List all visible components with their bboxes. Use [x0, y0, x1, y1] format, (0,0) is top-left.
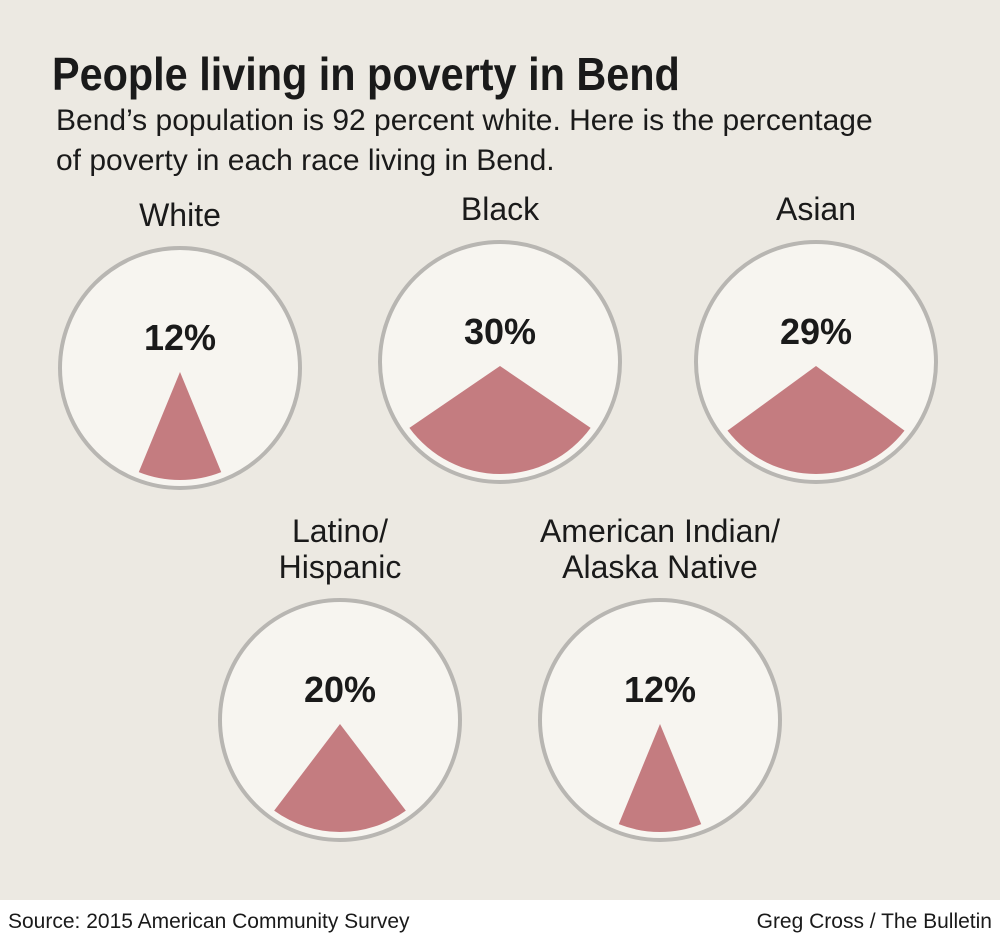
category-label: Asian [776, 191, 856, 227]
subtitle: of poverty in each race living in Bend. [56, 144, 555, 177]
value-label: 12% [144, 317, 216, 358]
category-label: Black [461, 191, 540, 227]
value-label: 20% [304, 669, 376, 710]
pie-slice [618, 724, 702, 832]
pie-background [218, 598, 462, 842]
value-label: 30% [464, 311, 536, 352]
subtitle: Bend’s population is 92 percent white. H… [56, 104, 873, 137]
category-label: American Indian/ [540, 513, 780, 549]
value-label: 12% [624, 669, 696, 710]
pie-slice [409, 366, 591, 474]
pie-background [58, 246, 302, 490]
pie-background [538, 598, 782, 842]
category-label: Hispanic [279, 549, 402, 585]
pie-slice [727, 366, 905, 475]
pie-slice [274, 724, 406, 833]
value-label: 29% [780, 311, 852, 352]
footer [0, 900, 1000, 941]
category-label: Alaska Native [562, 549, 758, 585]
source: Source: 2015 American Community Survey [8, 910, 410, 933]
category-label: White [139, 197, 221, 233]
chart-title: People living in poverty in Bend [52, 49, 680, 101]
category-label: Latino/ [292, 513, 388, 549]
pie-slice [138, 372, 222, 481]
credit: Greg Cross / The Bulletin [757, 910, 992, 933]
